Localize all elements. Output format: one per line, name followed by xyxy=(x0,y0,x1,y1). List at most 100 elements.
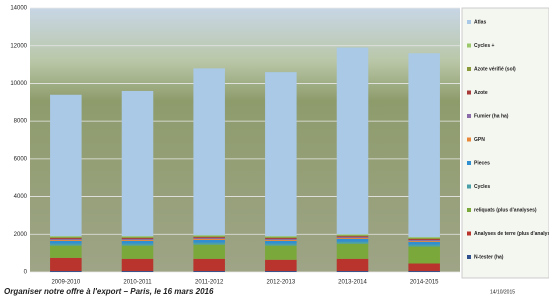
y-tick-label: 6000 xyxy=(14,156,28,162)
bar-segment xyxy=(122,238,154,239)
legend-label: Fumier (ha ha) xyxy=(474,113,509,119)
bar-segment xyxy=(193,243,225,245)
x-tick-label: 2010-2011 xyxy=(123,280,152,286)
bar-segment xyxy=(50,241,82,244)
bar-segment xyxy=(50,271,82,272)
bar-segment xyxy=(408,240,440,241)
x-tick-label: 2013-2014 xyxy=(338,280,367,286)
bar-segment xyxy=(408,239,440,240)
bar-segment xyxy=(408,245,440,247)
bar-segment xyxy=(408,264,440,272)
bar-segment xyxy=(408,237,440,238)
y-tick-label: 8000 xyxy=(14,119,28,125)
bar-segment xyxy=(122,236,154,237)
x-tick-label: 2014-2015 xyxy=(410,280,439,286)
bar-segment xyxy=(408,247,440,264)
y-tick-label: 2000 xyxy=(14,232,28,238)
bar-segment xyxy=(193,271,225,272)
legend-label: Pieces xyxy=(474,160,490,166)
y-tick-label: 10000 xyxy=(10,81,27,87)
bar-segment xyxy=(50,244,82,246)
bar-segment xyxy=(50,238,82,239)
legend-swatch xyxy=(467,20,471,24)
bar-segment xyxy=(337,259,369,271)
bar-segment xyxy=(337,242,369,244)
bar-segment xyxy=(408,271,440,272)
legend-swatch xyxy=(467,67,471,71)
bar-segment xyxy=(122,91,154,236)
bar-segment xyxy=(50,239,82,240)
bar-segment xyxy=(265,246,297,260)
bar-segment xyxy=(122,259,154,271)
bar-segment xyxy=(122,244,154,246)
bar-segment xyxy=(265,241,297,244)
bar-segment xyxy=(50,246,82,258)
date: 14/10/2015 xyxy=(490,289,515,295)
bar-segment xyxy=(193,239,225,240)
bar-segment xyxy=(193,237,225,238)
bar-segment xyxy=(408,242,440,245)
bar-segment xyxy=(122,239,154,240)
bar-segment xyxy=(193,68,225,235)
bar-segment xyxy=(337,236,369,237)
bar-segment xyxy=(408,53,440,237)
bar-segment xyxy=(50,240,82,241)
legend-swatch xyxy=(467,232,471,236)
bar-segment xyxy=(337,271,369,272)
bar-segment xyxy=(193,236,225,237)
bar-segment xyxy=(193,259,225,271)
bar-segment xyxy=(337,238,369,239)
legend-label: Azote xyxy=(474,90,488,96)
legend-label: GPN xyxy=(474,137,485,143)
bar-segment xyxy=(122,271,154,272)
bar-segment xyxy=(122,240,154,241)
bar-segment xyxy=(408,238,440,239)
legend-label: Cycles xyxy=(474,184,490,190)
bar-segment xyxy=(193,245,225,259)
bar-segment xyxy=(265,244,297,246)
bar-segment xyxy=(50,237,82,238)
bar-segment xyxy=(337,235,369,236)
legend-swatch xyxy=(467,44,471,48)
bar-segment xyxy=(50,236,82,237)
x-tick-label: 2009-2010 xyxy=(51,280,80,286)
bar-segment xyxy=(193,240,225,243)
bar-segment xyxy=(337,234,369,235)
y-tick-label: 12000 xyxy=(10,43,27,49)
footer: Organiser notre offre à l'export – Paris… xyxy=(4,287,214,296)
legend-label: N-tester (ha) xyxy=(474,254,504,260)
legend-label: reliquats (plus d'analyses) xyxy=(474,207,537,213)
legend-swatch xyxy=(467,138,471,142)
y-tick-label: 14000 xyxy=(10,6,27,12)
bar-segment xyxy=(122,237,154,238)
bar-segment xyxy=(265,238,297,239)
legend-swatch xyxy=(467,185,471,189)
bar-segment xyxy=(265,260,297,271)
bar-segment xyxy=(337,239,369,242)
bar-segment xyxy=(337,237,369,238)
legend-label: Analyses de terre (plus d'analyses) xyxy=(474,231,549,237)
x-tick-label: 2012-2013 xyxy=(266,280,295,286)
bar-segment xyxy=(265,240,297,241)
chart: Organiser notre offre à l'export – Paris… xyxy=(0,0,549,302)
legend-swatch xyxy=(467,255,471,259)
legend-label: Cycles + xyxy=(474,43,495,49)
bar-segment xyxy=(265,271,297,272)
bar-segment xyxy=(122,241,154,244)
bar-segment xyxy=(265,237,297,238)
bar-segment xyxy=(265,236,297,237)
legend-label: Atlas xyxy=(474,19,486,25)
x-tick-label: 2011-2012 xyxy=(195,280,224,286)
bar-segment xyxy=(50,95,82,236)
legend-swatch xyxy=(467,208,471,212)
bar-segment xyxy=(265,72,297,236)
legend-label: Azote vérifié (sol) xyxy=(474,66,516,72)
legend-swatch xyxy=(467,91,471,95)
plot-background xyxy=(30,8,460,272)
bar-segment xyxy=(122,246,154,259)
bar-segment xyxy=(193,235,225,236)
bar-segment xyxy=(50,258,82,271)
legend-swatch xyxy=(467,161,471,165)
legend-swatch xyxy=(467,114,471,118)
y-tick-label: 0 xyxy=(24,270,28,276)
